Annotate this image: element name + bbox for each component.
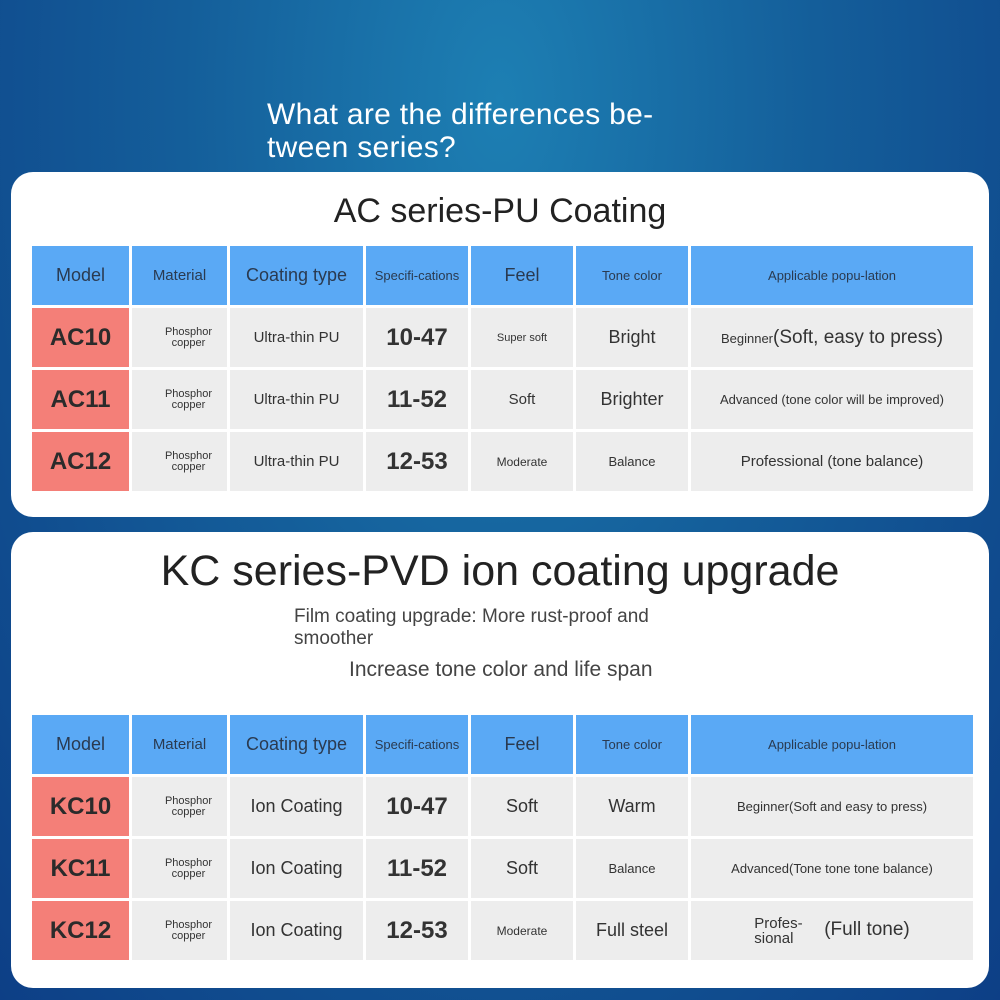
model-cell: KC12 [32, 901, 129, 960]
population-cell-part: Beginner [720, 330, 774, 346]
kc-series-table: Model Material Coating type Specifi-cati… [29, 712, 976, 963]
population-cell: Profes-sional (Full tone) [691, 901, 973, 960]
population-cell-part: (Tone tone tone balance) [789, 860, 933, 876]
feel-cell: Soft [471, 839, 573, 898]
population-cell: Beginner(Soft and easy to press) [691, 777, 973, 836]
header-tone-color: Tone color [576, 715, 688, 774]
material-cell: Phosphor copper [132, 308, 227, 367]
kc-subtitle-tone: Increase tone color and life span [349, 658, 653, 681]
material-cell: Phosphor copper [132, 901, 227, 960]
tone-cell: Bright [576, 308, 688, 367]
header-model: Model [32, 246, 129, 305]
feel-cell: Moderate [471, 432, 573, 491]
header-specifications: Specifi-cations [366, 246, 468, 305]
table-header-row: Model Material Coating type Specifi-cati… [32, 246, 973, 305]
population-cell: Beginner(Soft, easy to press) [691, 308, 973, 367]
table-row: KC10 Phosphor copper Ion Coating 10-47 S… [32, 777, 973, 836]
table-row: AC10 Phosphor copper Ultra-thin PU 10-47… [32, 308, 973, 367]
header-material: Material [132, 246, 227, 305]
population-cell-part: (Soft, easy to press) [773, 326, 944, 348]
feel-cell: Soft [471, 370, 573, 429]
population-cell-part: Profes-sional [754, 914, 803, 947]
header-coating-type: Coating type [230, 715, 363, 774]
material-cell: Phosphor copper [132, 370, 227, 429]
header-applicable-population: Applicable popu-lation [691, 246, 973, 305]
model-cell: KC10 [32, 777, 129, 836]
header-applicable-population: Applicable popu-lation [691, 715, 973, 774]
material-cell: Phosphor copper [132, 432, 227, 491]
coating-cell: Ultra-thin PU [230, 432, 363, 491]
spec-cell: 10-47 [366, 308, 468, 367]
feel-cell: Super soft [471, 308, 573, 367]
spec-cell: 12-53 [366, 432, 468, 491]
header-coating-type: Coating type [230, 246, 363, 305]
feel-cell: Soft [471, 777, 573, 836]
coating-cell: Ion Coating [230, 839, 363, 898]
header-material: Material [132, 715, 227, 774]
tone-cell: Balance [576, 839, 688, 898]
ac-series-table: Model Material Coating type Specifi-cati… [29, 243, 976, 494]
header-specifications: Specifi-cations [366, 715, 468, 774]
model-cell: AC10 [32, 308, 129, 367]
kc-series-card: KC series-PVD ion coating upgrade Film c… [11, 532, 989, 988]
tone-cell: Balance [576, 432, 688, 491]
spec-cell: 11-52 [366, 839, 468, 898]
ac-series-card: AC series-PU Coating Model Material Coat… [11, 172, 989, 517]
model-cell: KC11 [32, 839, 129, 898]
table-row: KC11 Phosphor copper Ion Coating 11-52 S… [32, 839, 973, 898]
table-row: AC12 Phosphor copper Ultra-thin PU 12-53… [32, 432, 973, 491]
population-cell: Advanced(Tone tone tone balance) [691, 839, 973, 898]
model-cell: AC12 [32, 432, 129, 491]
kc-series-title: KC series-PVD ion coating upgrade [160, 547, 840, 595]
coating-cell: Ion Coating [230, 777, 363, 836]
spec-cell: 11-52 [366, 370, 468, 429]
kc-subtitle-film: Film coating upgrade: More rust-proof an… [294, 606, 649, 649]
model-cell: AC11 [32, 370, 129, 429]
spec-cell: 12-53 [366, 901, 468, 960]
coating-cell: Ion Coating [230, 901, 363, 960]
tone-cell: Full steel [576, 901, 688, 960]
header-feel: Feel [471, 715, 573, 774]
headline: What are the differences be-tween series… [267, 98, 654, 164]
material-cell: Phosphor copper [132, 839, 227, 898]
population-cell: Professional (tone balance) [691, 432, 973, 491]
header-model: Model [32, 715, 129, 774]
tone-cell: Warm [576, 777, 688, 836]
tone-cell: Brighter [576, 370, 688, 429]
feel-cell: Moderate [471, 901, 573, 960]
table-row: KC12 Phosphor copper Ion Coating 12-53 M… [32, 901, 973, 960]
ac-series-title: AC series-PU Coating [333, 192, 667, 230]
population-cell: Advanced (tone color will be improved) [691, 370, 973, 429]
coating-cell: Ultra-thin PU [230, 370, 363, 429]
coating-cell: Ultra-thin PU [230, 308, 363, 367]
population-cell-part: Advanced [731, 860, 789, 876]
material-cell: Phosphor copper [132, 777, 227, 836]
table-row: AC11 Phosphor copper Ultra-thin PU 11-52… [32, 370, 973, 429]
header-feel: Feel [471, 246, 573, 305]
table-header-row: Model Material Coating type Specifi-cati… [32, 715, 973, 774]
spec-cell: 10-47 [366, 777, 468, 836]
header-tone-color: Tone color [576, 246, 688, 305]
population-cell-part: (Full tone) [824, 918, 910, 940]
